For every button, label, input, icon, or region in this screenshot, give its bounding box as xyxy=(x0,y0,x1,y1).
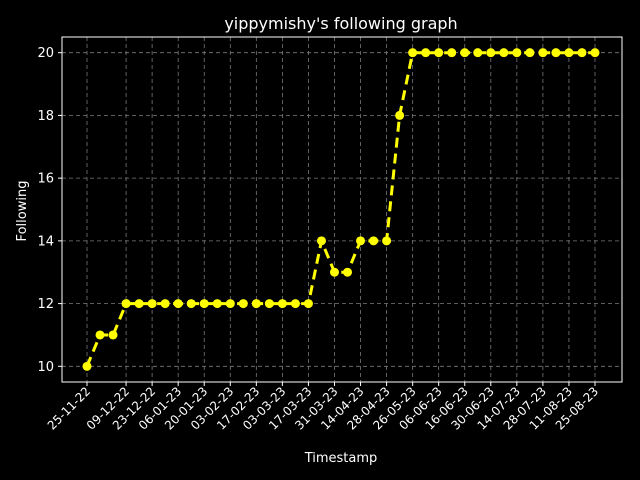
y-tick-label: 16 xyxy=(37,172,54,187)
data-point xyxy=(382,236,392,246)
x-axis-label: Timestamp xyxy=(304,451,378,466)
grid xyxy=(62,37,622,382)
y-tick-label: 12 xyxy=(37,297,54,312)
data-point xyxy=(538,48,548,58)
y-tick-label: 18 xyxy=(37,109,54,124)
data-point xyxy=(277,299,287,309)
data-point xyxy=(512,48,522,58)
data-point xyxy=(212,299,222,309)
data-point xyxy=(225,299,235,309)
y-axis-label: Following xyxy=(15,181,30,242)
data-point xyxy=(95,330,105,340)
data-point xyxy=(408,48,418,58)
data-point xyxy=(395,110,405,120)
data-point xyxy=(434,48,444,58)
data-point xyxy=(264,299,274,309)
data-point xyxy=(499,48,509,58)
data-point xyxy=(486,48,496,58)
data-point xyxy=(356,236,366,246)
data-point xyxy=(460,48,470,58)
y-tick-label: 14 xyxy=(37,234,54,249)
data-point xyxy=(199,299,209,309)
data-point xyxy=(590,48,600,58)
data-point xyxy=(447,48,457,58)
data-point xyxy=(82,361,92,371)
data-point xyxy=(564,48,574,58)
data-point xyxy=(303,299,313,309)
data-point xyxy=(473,48,483,58)
data-point xyxy=(290,299,300,309)
data-point xyxy=(421,48,431,58)
data-point xyxy=(238,299,248,309)
data-point xyxy=(134,299,144,309)
series-line xyxy=(85,51,595,367)
axes-frame xyxy=(61,36,623,383)
data-point xyxy=(316,236,326,246)
data-point xyxy=(160,299,170,309)
data-point xyxy=(173,299,183,309)
data-point xyxy=(186,299,196,309)
data-point xyxy=(121,299,131,309)
data-point xyxy=(369,236,379,246)
data-point xyxy=(577,48,587,58)
data-point xyxy=(251,299,261,309)
data-point xyxy=(525,48,535,58)
data-point xyxy=(343,267,353,277)
series-layer xyxy=(82,48,600,371)
data-point xyxy=(147,299,157,309)
data-point xyxy=(551,48,561,58)
chart-title: yippymishy's following graph xyxy=(224,14,457,33)
y-tick-label: 10 xyxy=(37,360,54,375)
data-point xyxy=(108,330,118,340)
y-axis-ticks: 10 12 14 16 18 20 xyxy=(37,46,62,375)
y-tick-label: 20 xyxy=(37,46,54,61)
data-point xyxy=(329,267,339,277)
